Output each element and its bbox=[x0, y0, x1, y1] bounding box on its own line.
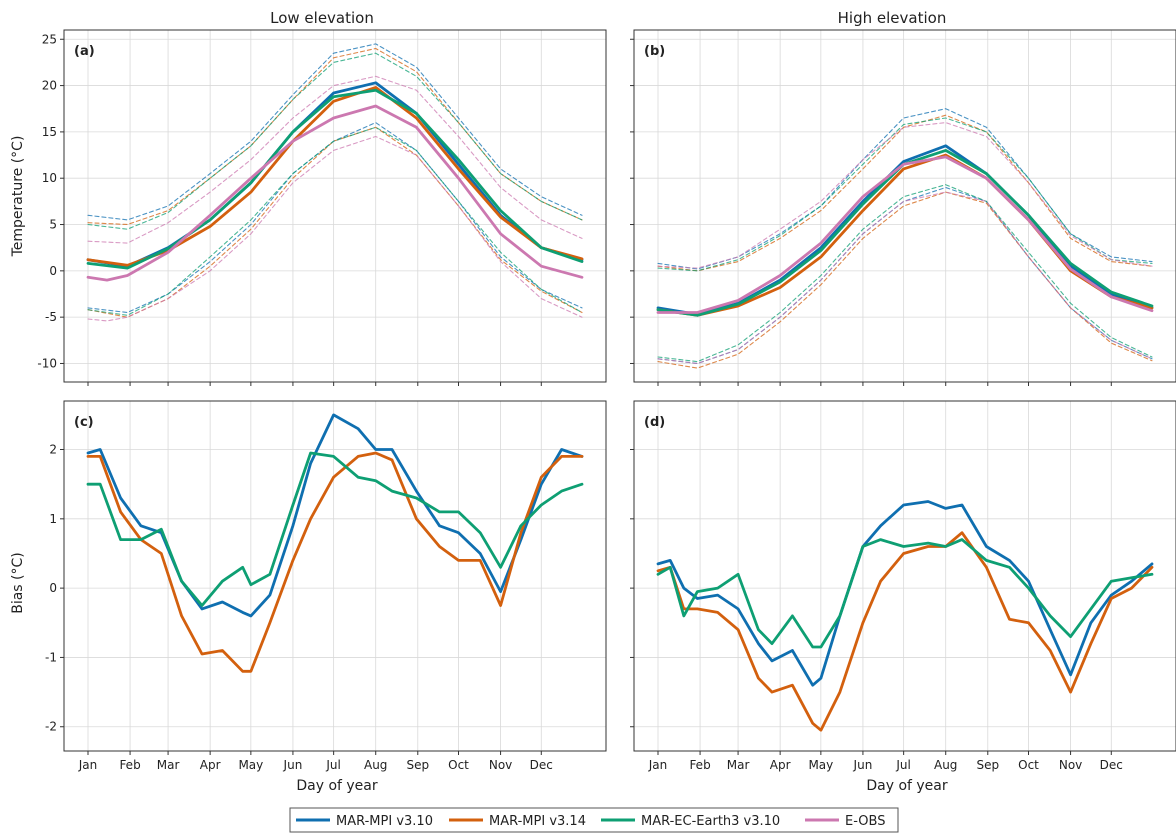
x-tick-label: Feb bbox=[119, 758, 140, 772]
x-tick-label: Nov bbox=[1059, 758, 1082, 772]
y-tick-label: -1 bbox=[45, 650, 57, 664]
panel-a-temperature-low-elevation: Low elevation Temperature (°C) -10 -5 0 5 10… bbox=[10, 9, 607, 386]
series-line-mar-mpi-v3-10 bbox=[656, 500, 1154, 687]
series-group bbox=[86, 43, 584, 322]
series-line-mar-mpi-v3-14 bbox=[86, 451, 584, 673]
plot-area bbox=[634, 401, 1176, 751]
y-tick-label: -2 bbox=[45, 720, 57, 734]
y-tick-label: 15 bbox=[42, 125, 57, 139]
panel-label: (d) bbox=[644, 415, 665, 430]
y-tick-label: 0 bbox=[49, 264, 57, 278]
panel-title: High elevation bbox=[838, 9, 947, 27]
x-tick-label: May bbox=[238, 758, 263, 772]
x-tick-label: Mar bbox=[157, 758, 180, 772]
y-tick-label: -5 bbox=[45, 310, 57, 324]
y-tick-label: -10 bbox=[37, 356, 57, 370]
x-tick-label: Aug bbox=[364, 758, 387, 772]
x-tick-label: Jul bbox=[895, 758, 910, 772]
series-line-mar-ec-earth3-v3-10-upper bbox=[657, 117, 1153, 272]
series-line-mar-ec-earth3-v3-10 bbox=[656, 538, 1154, 649]
legend-label: MAR-MPI v3.14 bbox=[489, 814, 586, 829]
y-tick-label: 25 bbox=[42, 32, 57, 46]
x-tick-label: Aug bbox=[934, 758, 957, 772]
series-line-e-obs-lower bbox=[87, 135, 583, 322]
panel-c-bias-low-elevation: Bias (°C) Day of year -2 -1 0 1 2 Jan Feb Mar Ap… bbox=[10, 400, 607, 794]
legend-frame bbox=[289, 807, 899, 833]
y-axis-title: Temperature (°C) bbox=[10, 136, 26, 258]
y-tick-label: 1 bbox=[49, 512, 57, 526]
x-tick-label: Sep bbox=[976, 758, 999, 772]
x-tick-label: Oct bbox=[448, 758, 469, 772]
axes-frame bbox=[63, 400, 607, 752]
x-tick-label: Dec bbox=[530, 758, 553, 772]
x-axis-title: Day of year bbox=[296, 778, 378, 794]
axes-frame bbox=[63, 29, 607, 383]
panel-title: Low elevation bbox=[270, 9, 374, 27]
y-tick-label: 10 bbox=[42, 171, 57, 185]
x-tick-label: May bbox=[808, 758, 833, 772]
series-group bbox=[86, 413, 584, 673]
x-tick-label: Sep bbox=[406, 758, 429, 772]
series-line-mar-ec-earth3-v3-10-upper bbox=[87, 52, 583, 230]
legend-label: E-OBS bbox=[845, 814, 885, 829]
x-tick-label: Apr bbox=[770, 758, 791, 772]
x-tick-label: Apr bbox=[200, 758, 221, 772]
legend-label: MAR-EC-Earth3 v3.10 bbox=[641, 814, 780, 829]
x-tick-label: Jun bbox=[283, 758, 303, 772]
series-line-mar-mpi-v3-14 bbox=[656, 531, 1154, 732]
series-line-e-obs bbox=[86, 104, 584, 282]
x-tick-label: Oct bbox=[1018, 758, 1039, 772]
legend-label: MAR-MPI v3.10 bbox=[336, 814, 433, 829]
series-line-e-obs-lower bbox=[657, 191, 1153, 365]
panel-label: (c) bbox=[74, 415, 94, 430]
panel-label: (b) bbox=[644, 44, 665, 59]
series-line-mar-mpi-v3-14 bbox=[656, 153, 1154, 317]
series-line-mar-mpi-v3-14-upper bbox=[87, 47, 583, 226]
x-tick-label: Jul bbox=[325, 758, 340, 772]
x-tick-label: Jun bbox=[853, 758, 873, 772]
plot-area bbox=[64, 401, 606, 751]
series-line-mar-ec-earth3-v3-10-lower bbox=[657, 184, 1153, 363]
series-group bbox=[656, 500, 1154, 732]
panel-d-bias-high-elevation: Day of year Jan Feb Mar Apr May Jun Jul Aug Sep O… bbox=[630, 400, 1176, 794]
axes-frame bbox=[633, 29, 1176, 383]
x-tick-label: Jan bbox=[648, 758, 668, 772]
series-line-mar-mpi-v3-10-upper bbox=[87, 43, 583, 221]
panel-label: (a) bbox=[74, 44, 95, 59]
x-tick-label: Dec bbox=[1100, 758, 1123, 772]
x-tick-label: Jan bbox=[78, 758, 98, 772]
y-tick-label: 20 bbox=[42, 79, 57, 93]
panel-b-temperature-high-elevation: High elevation (b) bbox=[630, 9, 1176, 386]
axes-frame bbox=[633, 400, 1176, 752]
series-line-mar-ec-earth3-v3-10 bbox=[86, 88, 584, 270]
x-tick-label: Nov bbox=[489, 758, 512, 772]
legend: MAR-MPI v3.10 MAR-MPI v3.14 MAR-EC-Earth… bbox=[289, 807, 899, 833]
plot-area bbox=[634, 30, 1176, 382]
series-line-e-obs bbox=[656, 155, 1154, 314]
series-line-mar-mpi-v3-14-upper bbox=[657, 114, 1153, 272]
x-axis-title: Day of year bbox=[866, 778, 948, 794]
x-tick-label: Feb bbox=[689, 758, 710, 772]
y-tick-label: 5 bbox=[49, 218, 57, 232]
plot-area bbox=[64, 30, 606, 382]
y-axis-title: Bias (°C) bbox=[10, 552, 26, 614]
series-line-e-obs-upper bbox=[87, 75, 583, 244]
series-line-e-obs-upper bbox=[657, 122, 1153, 269]
x-tick-label: Mar bbox=[727, 758, 750, 772]
y-tick-label: 0 bbox=[49, 581, 57, 595]
series-line-mar-ec-earth3-v3-10 bbox=[86, 451, 584, 607]
series-group bbox=[656, 108, 1154, 369]
series-line-mar-ec-earth3-v3-10-lower bbox=[87, 126, 583, 316]
y-tick-label: 2 bbox=[49, 443, 57, 457]
